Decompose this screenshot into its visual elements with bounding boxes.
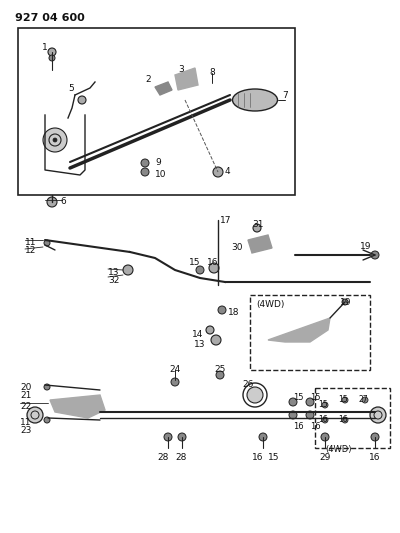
Circle shape bbox=[321, 433, 329, 441]
Polygon shape bbox=[50, 395, 105, 418]
Text: 4: 4 bbox=[225, 167, 231, 176]
Text: 1: 1 bbox=[42, 43, 48, 52]
Text: (4WD): (4WD) bbox=[256, 300, 284, 309]
Text: 16: 16 bbox=[318, 415, 328, 424]
Text: 8: 8 bbox=[209, 68, 215, 77]
Text: 16: 16 bbox=[252, 453, 264, 462]
Text: 10: 10 bbox=[155, 170, 166, 179]
Circle shape bbox=[247, 387, 263, 403]
Circle shape bbox=[141, 168, 149, 176]
Circle shape bbox=[27, 407, 43, 423]
Circle shape bbox=[209, 263, 219, 273]
Text: 15: 15 bbox=[318, 400, 328, 409]
Circle shape bbox=[322, 402, 328, 408]
Text: 17: 17 bbox=[220, 216, 232, 225]
Circle shape bbox=[164, 433, 172, 441]
Circle shape bbox=[78, 96, 86, 104]
Circle shape bbox=[218, 306, 226, 314]
Text: 22: 22 bbox=[20, 402, 31, 411]
Circle shape bbox=[44, 240, 50, 246]
Circle shape bbox=[342, 299, 348, 305]
Text: 21: 21 bbox=[20, 391, 31, 400]
Text: 16: 16 bbox=[338, 415, 348, 424]
Text: 19: 19 bbox=[360, 242, 372, 251]
Text: 16: 16 bbox=[207, 258, 219, 267]
Text: 15: 15 bbox=[189, 258, 201, 267]
Text: 19: 19 bbox=[340, 298, 352, 307]
Text: 16: 16 bbox=[293, 422, 304, 431]
Text: 28: 28 bbox=[157, 453, 169, 462]
Text: 25: 25 bbox=[214, 365, 226, 374]
Text: 20: 20 bbox=[20, 383, 31, 392]
Text: 927 04 600: 927 04 600 bbox=[15, 13, 85, 23]
Circle shape bbox=[49, 55, 55, 61]
Text: 16: 16 bbox=[310, 422, 321, 431]
Text: 5: 5 bbox=[68, 84, 74, 93]
Text: 3: 3 bbox=[178, 65, 184, 74]
Circle shape bbox=[216, 371, 224, 379]
Circle shape bbox=[342, 397, 348, 403]
Bar bbox=[250, 295, 370, 370]
Text: 12: 12 bbox=[25, 246, 36, 255]
Circle shape bbox=[259, 433, 267, 441]
Bar bbox=[315, 388, 390, 448]
Text: 30: 30 bbox=[232, 243, 243, 252]
Text: 9: 9 bbox=[155, 158, 161, 167]
Circle shape bbox=[48, 48, 56, 56]
Circle shape bbox=[371, 251, 379, 259]
Circle shape bbox=[289, 398, 297, 406]
Text: 7: 7 bbox=[282, 91, 288, 100]
Text: 15: 15 bbox=[338, 395, 348, 404]
Circle shape bbox=[44, 417, 50, 423]
Circle shape bbox=[253, 224, 261, 232]
Text: 18: 18 bbox=[228, 308, 240, 317]
Text: 32: 32 bbox=[108, 276, 119, 285]
Text: 23: 23 bbox=[20, 426, 31, 435]
Circle shape bbox=[371, 433, 379, 441]
Circle shape bbox=[213, 167, 223, 177]
Text: 16: 16 bbox=[369, 453, 381, 462]
Polygon shape bbox=[175, 68, 198, 90]
Text: 15: 15 bbox=[268, 453, 280, 462]
Circle shape bbox=[44, 384, 50, 390]
Text: 11: 11 bbox=[25, 238, 36, 247]
Circle shape bbox=[306, 398, 314, 406]
Text: 15: 15 bbox=[293, 393, 304, 402]
Polygon shape bbox=[268, 318, 330, 342]
Text: 2: 2 bbox=[145, 75, 151, 84]
Circle shape bbox=[171, 378, 179, 386]
Text: 27: 27 bbox=[358, 395, 368, 404]
Circle shape bbox=[196, 266, 204, 274]
Circle shape bbox=[306, 411, 314, 419]
Text: (4WD): (4WD) bbox=[325, 445, 352, 454]
Circle shape bbox=[53, 138, 57, 142]
Circle shape bbox=[322, 417, 328, 423]
Circle shape bbox=[289, 411, 297, 419]
Text: 13: 13 bbox=[194, 340, 206, 349]
Circle shape bbox=[141, 159, 149, 167]
Bar bbox=[18, 28, 295, 195]
Text: 28: 28 bbox=[175, 453, 187, 462]
Polygon shape bbox=[248, 235, 272, 253]
Text: 26: 26 bbox=[242, 380, 254, 389]
Text: 14: 14 bbox=[192, 330, 204, 339]
Circle shape bbox=[123, 265, 133, 275]
Text: 6: 6 bbox=[60, 198, 66, 206]
Ellipse shape bbox=[232, 89, 278, 111]
Circle shape bbox=[370, 407, 386, 423]
Circle shape bbox=[178, 433, 186, 441]
Text: 31: 31 bbox=[252, 220, 264, 229]
Circle shape bbox=[206, 326, 214, 334]
Circle shape bbox=[43, 128, 67, 152]
Text: 24: 24 bbox=[169, 365, 181, 374]
Polygon shape bbox=[155, 82, 172, 95]
Text: 13: 13 bbox=[108, 268, 120, 277]
Circle shape bbox=[211, 335, 221, 345]
Text: 15: 15 bbox=[310, 393, 320, 402]
Circle shape bbox=[342, 417, 348, 423]
Text: 29: 29 bbox=[319, 453, 331, 462]
Circle shape bbox=[362, 397, 368, 403]
Text: 11: 11 bbox=[20, 418, 32, 427]
Circle shape bbox=[47, 197, 57, 207]
